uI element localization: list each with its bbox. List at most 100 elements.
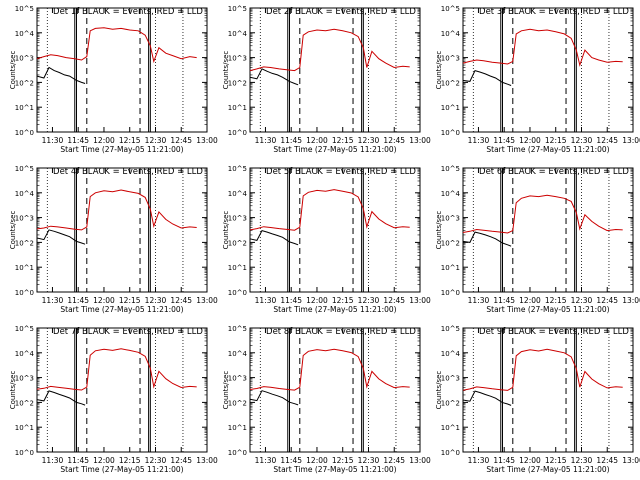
x-axis-label: Start Time (27-May-05 11:21:00) (60, 305, 183, 314)
detector-panel-9: Det 9f BLACK = Events, RED = LLD 10^0 10^1… (435, 325, 640, 474)
y-tick-label: 10^2 (15, 79, 34, 87)
detector-panel-6: Det 6f BLACK = Events, RED = LLD 10^0 10^1… (435, 165, 640, 314)
x-tick-label: 11:30 (468, 296, 490, 305)
y-axis-label: Counts/sec (222, 51, 230, 90)
y-tick-label: 10^3 (441, 215, 460, 223)
chart-title: Det 7f BLACK = Events, RED = LLD (53, 327, 203, 337)
y-axis-label: Counts/sec (435, 51, 443, 90)
x-tick-label: 12:00 (519, 456, 541, 465)
lld-series-line (249, 348, 410, 391)
plot-frame (462, 7, 634, 133)
events-series-line (36, 66, 86, 84)
y-tick-label: 10^1 (15, 104, 34, 112)
x-tick-label: 12:15 (119, 136, 141, 145)
y-tick-label: 10^3 (228, 215, 247, 223)
y-tick-label: 10^2 (441, 239, 460, 247)
x-tick-label: 12:00 (519, 296, 541, 305)
detector-panel-2: Det 2f BLACK = Events, RED = LLD 10^0 10^1… (222, 5, 431, 154)
x-tick-label: 11:45 (493, 456, 515, 465)
y-tick-label: 10^0 (15, 129, 34, 137)
x-tick-label: 12:30 (145, 296, 167, 305)
y-tick-label: 10^4 (228, 30, 248, 38)
x-tick-label: 12:15 (332, 136, 354, 145)
x-tick-label: 12:00 (519, 136, 541, 145)
y-tick-label: 10^4 (441, 30, 461, 38)
x-axis-label: Start Time (27-May-05 11:21:00) (273, 145, 396, 154)
x-tick-label: 12:00 (93, 296, 115, 305)
events-series-line (249, 390, 299, 406)
detector-panel-8: Det 8f BLACK = Events, RED = LLD 10^0 10^1… (222, 325, 431, 474)
y-tick-label: 10^4 (15, 350, 35, 358)
x-tick-label: 11:45 (67, 456, 89, 465)
lld-series-line (36, 189, 197, 231)
y-tick-label: 10^3 (15, 55, 34, 63)
y-tick-label: 10^0 (441, 289, 460, 297)
y-tick-label: 10^1 (228, 104, 247, 112)
plot-frame (462, 167, 634, 293)
x-tick-label: 12:30 (145, 456, 167, 465)
lld-series-line (462, 194, 623, 234)
x-tick-label: 12:30 (571, 456, 593, 465)
events-series-line (462, 231, 512, 247)
y-axis-label: Counts/sec (9, 211, 17, 250)
y-tick-label: 10^4 (228, 350, 248, 358)
x-tick-label: 11:45 (280, 136, 302, 145)
y-tick-label: 10^5 (228, 5, 247, 13)
y-tick-label: 10^1 (441, 264, 460, 272)
y-tick-label: 10^0 (228, 289, 247, 297)
events-series-line (462, 390, 512, 406)
x-tick-label: 12:30 (571, 296, 593, 305)
y-tick-label: 10^5 (228, 325, 247, 333)
y-tick-label: 10^1 (441, 424, 460, 432)
events-series-line (249, 230, 299, 246)
x-tick-label: 12:30 (358, 136, 380, 145)
x-tick-label: 13:00 (622, 136, 640, 145)
y-axis-label: Counts/sec (222, 371, 230, 410)
y-tick-label: 10^4 (441, 350, 461, 358)
y-tick-label: 10^3 (15, 215, 34, 223)
chart-title: Det 5f BLACK = Events, RED = LLD (266, 167, 416, 177)
x-tick-label: 12:15 (119, 456, 141, 465)
x-tick-label: 12:45 (170, 136, 192, 145)
plot-frame (36, 167, 208, 293)
x-tick-label: 13:00 (409, 136, 431, 145)
y-tick-label: 10^0 (228, 449, 247, 457)
chart-title: Det 1f BLACK = Events, RED = LLD (53, 7, 203, 17)
y-tick-label: 10^5 (441, 325, 460, 333)
y-tick-label: 10^2 (228, 239, 247, 247)
x-tick-label: 12:15 (545, 456, 567, 465)
x-tick-label: 12:45 (596, 296, 618, 305)
y-tick-label: 10^1 (228, 424, 247, 432)
x-tick-label: 12:00 (306, 296, 328, 305)
lld-series-line (249, 189, 410, 231)
y-tick-label: 10^4 (441, 190, 461, 198)
y-tick-label: 10^5 (15, 5, 34, 13)
x-tick-label: 11:45 (280, 296, 302, 305)
detector-panel-1: Det 1f BLACK = Events, RED = LLD 10^0 10^1… (9, 5, 218, 154)
y-tick-label: 10^3 (441, 55, 460, 63)
lld-series-line (249, 28, 410, 72)
y-tick-label: 10^3 (228, 375, 247, 383)
x-tick-label: 11:30 (468, 456, 490, 465)
x-tick-label: 12:00 (306, 136, 328, 145)
y-tick-label: 10^2 (441, 399, 460, 407)
x-tick-label: 12:45 (596, 136, 618, 145)
plot-frame (36, 327, 208, 453)
plot-frame (249, 327, 421, 453)
x-tick-label: 12:30 (571, 136, 593, 145)
x-tick-label: 12:45 (170, 296, 192, 305)
y-tick-label: 10^1 (228, 264, 247, 272)
y-tick-label: 10^5 (441, 5, 460, 13)
x-tick-label: 12:45 (383, 136, 405, 145)
events-series-line (462, 70, 512, 86)
y-tick-label: 10^1 (15, 424, 34, 432)
y-tick-label: 10^5 (15, 325, 34, 333)
x-tick-label: 12:15 (119, 296, 141, 305)
y-tick-label: 10^0 (228, 129, 247, 137)
x-tick-label: 12:00 (306, 456, 328, 465)
y-tick-label: 10^5 (15, 165, 34, 173)
x-tick-label: 12:45 (596, 456, 618, 465)
x-axis-label: Start Time (27-May-05 11:21:00) (486, 465, 609, 474)
x-tick-label: 13:00 (196, 136, 218, 145)
